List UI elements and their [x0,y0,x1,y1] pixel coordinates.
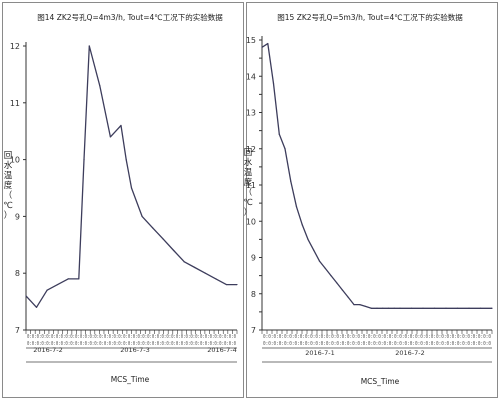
data-point [370,307,372,309]
x-date-label: 2016-7-1 [305,349,335,357]
data-point [162,238,164,240]
data-point [225,283,228,286]
data-point [278,133,280,135]
data-point [387,307,390,309]
data-point [399,307,401,309]
x-tick-label-row: 0:0:0:0:0:0:0:0:0:0:0:0:0:0:0:0:0:0:0:0:… [27,341,236,347]
data-point [261,46,263,48]
data-point [88,45,90,47]
data-point [183,261,185,263]
data-point [445,307,447,309]
y-axis-title: 回水温度（℃） [3,151,13,221]
y-axis-title: 回水温度（℃） [243,148,253,218]
y-tick-label: 11 [246,181,256,190]
y-tick-label: 15 [246,36,256,45]
x-tick-label-row: 0:0:0:0:0:0:0:0:0:0:0:0:0:0:0:0:0:0:0:0:… [263,334,491,340]
data-point [468,307,470,309]
data-point [491,307,493,309]
data-point [236,283,238,286]
data-point [46,289,48,291]
y-tick-label: 12 [10,42,20,51]
y-tick-label: 7 [251,326,256,335]
data-point [324,267,326,269]
data-point [382,307,384,309]
data-point [99,85,101,87]
data-point [290,180,292,182]
data-point [313,249,315,251]
data-point [78,278,80,280]
data-point [301,224,303,226]
data-point [307,238,309,240]
data-point [152,227,154,229]
x-date-label: 2016-7-2 [395,349,425,357]
y-tick-label: 7 [15,326,20,335]
data-point [125,159,127,161]
data-point [141,215,143,217]
x-axis-title: MCS_Time [111,375,150,384]
series-line [25,45,237,308]
y-tick-label: 11 [10,99,20,108]
x-axis-title: MCS_Time [361,377,400,386]
y-tick-label: 12 [246,145,256,154]
data-point [359,304,361,306]
data-point [347,296,349,298]
data-point [109,136,111,138]
data-point [479,307,482,309]
x-date-label: 2016-7-4 [207,346,237,354]
data-point [295,206,298,208]
data-point [284,148,286,150]
data-point [364,305,367,308]
data-point [353,304,355,306]
data-point [410,307,413,309]
y-tick-label: 14 [246,72,256,81]
data-point [173,249,175,252]
x-date-label: 2016-7-2 [33,346,63,354]
chart-title: 图15 ZK2号孔Q=5m3/h, Tout=4℃工况下的实验数据 [277,12,463,22]
data-point [376,307,378,309]
data-point [330,275,332,277]
data-point [456,307,459,309]
data-point [194,266,196,269]
data-point [393,307,395,309]
data-point [35,306,38,308]
series-line [261,42,492,309]
x-date-label: 2016-7-3 [120,346,150,354]
data-point [204,272,206,274]
y-tick-label: 9 [15,212,20,221]
y-tick-label: 8 [251,290,256,299]
y-tick-label: 10 [246,217,256,226]
data-point [215,278,217,280]
data-point [130,187,133,189]
y-tick-label: 8 [15,269,20,278]
x-tick-label-row: 0:0:0:0:0:0:0:0:0:0:0:0:0:0:0:0:0:0:0:0:… [263,341,491,347]
data-point [267,43,269,45]
data-point [318,260,321,262]
data-point [120,124,122,127]
left-panel-frame [2,2,244,398]
data-point [433,307,436,309]
data-point [67,278,69,280]
y-tick-label: 13 [246,109,256,118]
data-point [57,283,59,286]
data-point [341,289,344,291]
y-tick-label: 10 [10,156,20,165]
data-point [272,82,275,85]
data-point [83,159,85,161]
data-point [25,295,27,297]
chart-title: 图14 ZK2号孔Q=4m3/h, Tout=4℃工况下的实验数据 [37,12,223,22]
x-tick-label-row: 0:0:0:0:0:0:0:0:0:0:0:0:0:0:0:0:0:0:0:0:… [27,334,236,340]
y-tick-label: 9 [251,254,256,263]
data-point [336,282,338,284]
data-point [422,307,424,309]
